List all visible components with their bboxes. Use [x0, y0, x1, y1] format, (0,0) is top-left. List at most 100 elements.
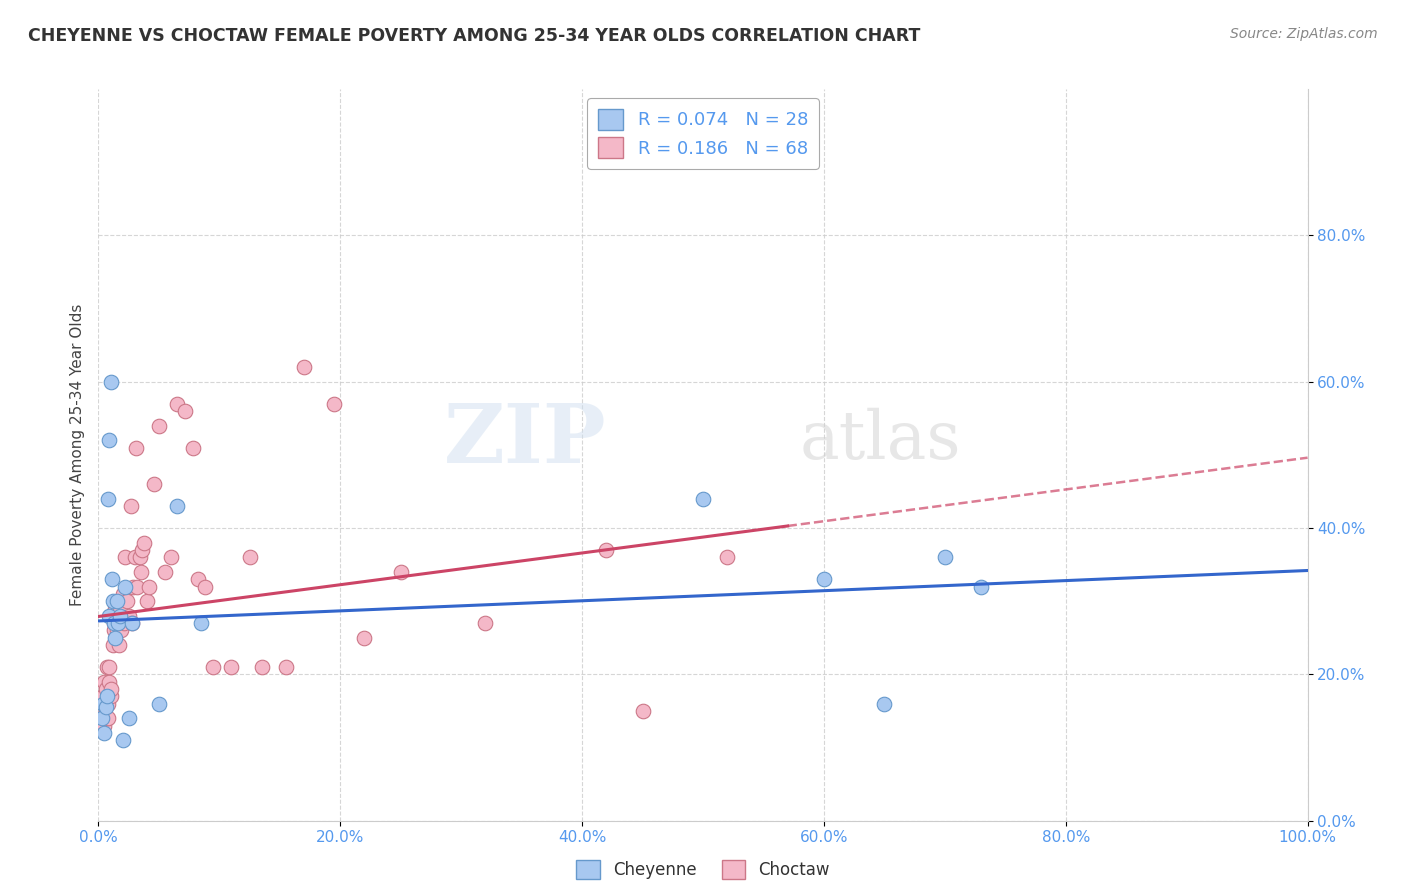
Point: [292, 360, 315, 375]
Point: [105, 624, 128, 638]
Point: [91, 697, 114, 711]
Point: [103, 624, 125, 638]
Point: [692, 491, 714, 506]
Point: [98, 674, 121, 689]
Point: [111, 587, 134, 601]
Point: [873, 697, 896, 711]
Point: [595, 543, 617, 558]
Point: [108, 608, 131, 623]
Point: [96, 711, 118, 725]
Point: [323, 397, 346, 411]
Point: [111, 733, 134, 747]
Point: [202, 660, 225, 674]
Point: [103, 616, 125, 631]
Text: Source: ZipAtlas.com: Source: ZipAtlas.com: [1230, 27, 1378, 41]
Point: [98, 608, 121, 623]
Point: [100, 375, 122, 389]
Point: [813, 572, 835, 586]
Point: [94, 700, 117, 714]
Y-axis label: Female Poverty Among 25-34 Year Olds: Female Poverty Among 25-34 Year Olds: [69, 304, 84, 606]
Point: [474, 616, 496, 631]
Point: [96, 660, 118, 674]
Point: [93, 674, 115, 689]
Point: [108, 601, 131, 615]
Point: [143, 477, 166, 491]
Point: [100, 608, 122, 623]
Point: [104, 601, 127, 615]
Point: [970, 580, 993, 594]
Point: [98, 660, 121, 674]
Point: [100, 690, 122, 704]
Point: [239, 550, 262, 565]
Point: [94, 697, 117, 711]
Point: [166, 397, 188, 411]
Point: [100, 681, 122, 696]
Point: [117, 594, 139, 608]
Point: [114, 580, 136, 594]
Point: [90, 711, 112, 725]
Point: [148, 697, 170, 711]
Point: [716, 550, 738, 565]
Point: [103, 616, 125, 631]
Point: [174, 404, 197, 418]
Point: [110, 624, 132, 638]
Point: [108, 638, 131, 652]
Point: [221, 660, 243, 674]
Point: [153, 565, 176, 579]
Text: atlas: atlas: [800, 408, 962, 473]
Point: [128, 550, 150, 565]
Point: [103, 608, 125, 623]
Point: [118, 711, 141, 725]
Point: [125, 441, 148, 455]
Point: [120, 499, 142, 513]
Point: [121, 616, 143, 631]
Text: CHEYENNE VS CHOCTAW FEMALE POVERTY AMONG 25-34 YEAR OLDS CORRELATION CHART: CHEYENNE VS CHOCTAW FEMALE POVERTY AMONG…: [28, 27, 921, 45]
Point: [114, 550, 136, 565]
Point: [124, 550, 146, 565]
Legend: Cheyenne, Choctaw: Cheyenne, Choctaw: [569, 853, 837, 886]
Point: [101, 638, 124, 652]
Text: ZIP: ZIP: [444, 401, 606, 480]
Point: [934, 550, 956, 565]
Point: [190, 616, 212, 631]
Point: [166, 499, 188, 513]
Point: [97, 711, 120, 725]
Point: [93, 726, 115, 740]
Point: [101, 594, 124, 608]
Point: [194, 580, 217, 594]
Point: [138, 580, 160, 594]
Point: [631, 704, 654, 718]
Point: [181, 441, 204, 455]
Point: [107, 616, 129, 631]
Point: [121, 616, 143, 631]
Point: [91, 718, 114, 732]
Point: [105, 594, 128, 608]
Point: [91, 711, 114, 725]
Point: [101, 608, 124, 623]
Point: [97, 491, 120, 506]
Point: [91, 697, 114, 711]
Point: [94, 681, 117, 696]
Point: [148, 418, 170, 433]
Point: [118, 608, 141, 623]
Point: [131, 543, 153, 558]
Point: [91, 690, 114, 704]
Point: [96, 690, 118, 704]
Point: [389, 565, 412, 579]
Point: [98, 690, 121, 704]
Point: [250, 660, 273, 674]
Point: [104, 631, 127, 645]
Point: [100, 572, 122, 586]
Point: [107, 616, 129, 631]
Point: [187, 572, 209, 586]
Point: [112, 616, 135, 631]
Point: [129, 565, 152, 579]
Point: [98, 434, 121, 448]
Point: [97, 697, 120, 711]
Point: [135, 594, 157, 608]
Point: [160, 550, 183, 565]
Point: [274, 660, 297, 674]
Point: [353, 631, 375, 645]
Point: [122, 580, 145, 594]
Point: [127, 580, 149, 594]
